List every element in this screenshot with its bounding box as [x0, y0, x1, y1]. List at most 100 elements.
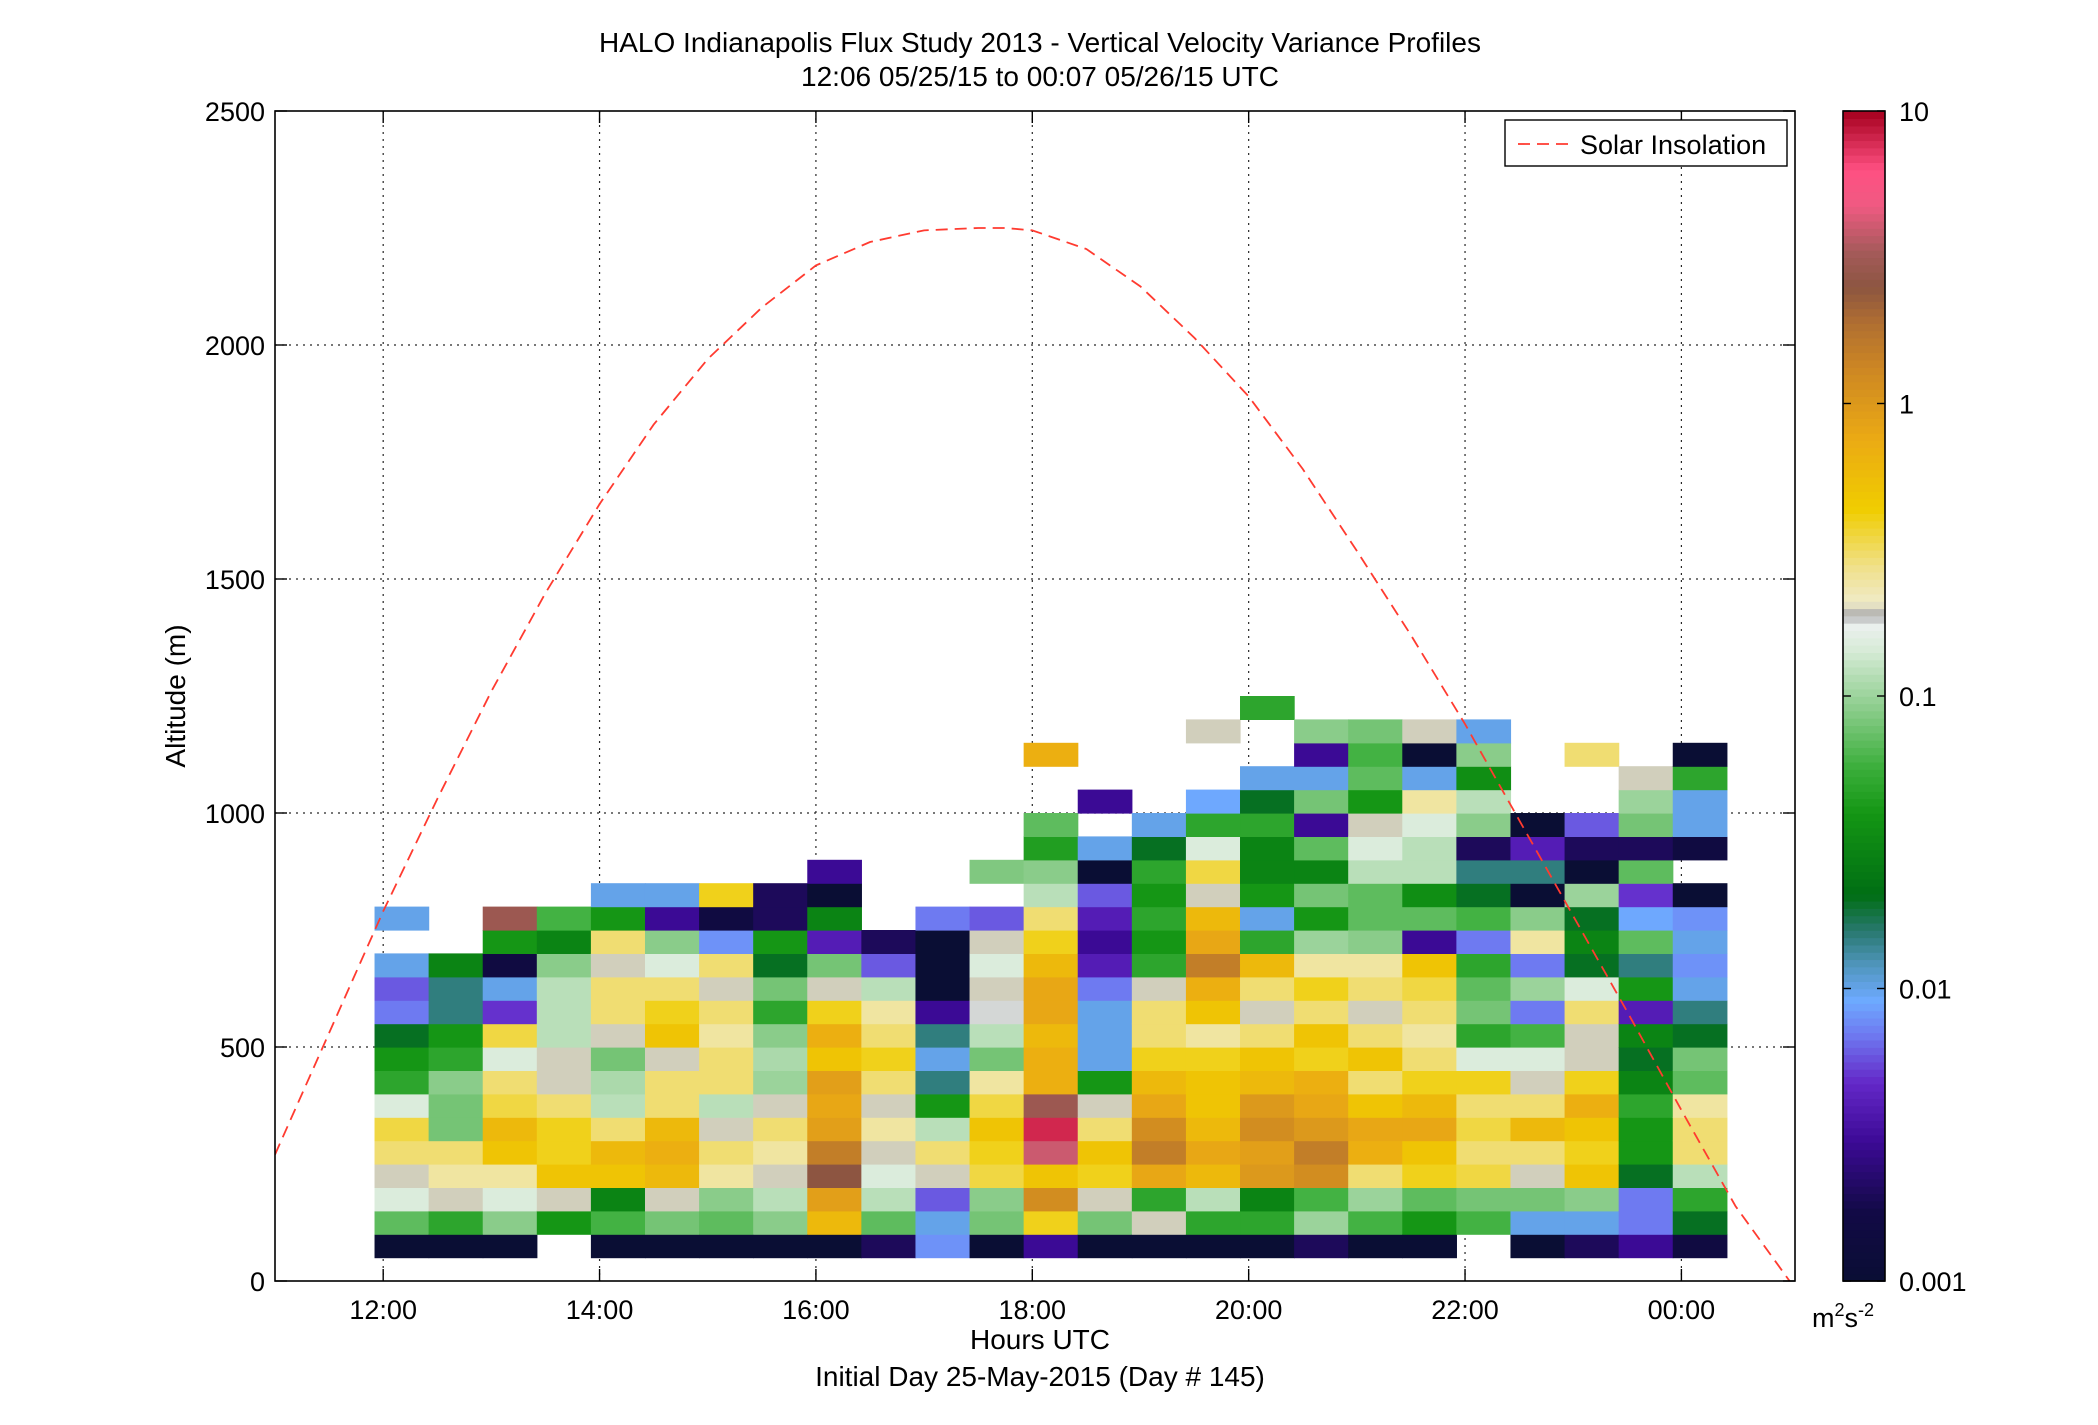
heatmap-cell: [590, 883, 646, 908]
heatmap-cell: [1672, 883, 1728, 908]
colorbar-strip: [1843, 286, 1885, 295]
colorbar-strip: [1843, 710, 1885, 719]
colorbar-strip: [1843, 652, 1885, 661]
heatmap-cell: [699, 1000, 754, 1025]
heatmap-cell: [1402, 930, 1457, 954]
heatmap-cell: [915, 976, 971, 1001]
heatmap-cell: [969, 1187, 1025, 1212]
heatmap-cell: [753, 906, 808, 931]
heatmap-cell: [807, 1117, 862, 1142]
heatmap-cell: [590, 1047, 646, 1071]
heatmap-cell: [699, 953, 754, 978]
heatmap-cell: [1402, 1210, 1457, 1235]
heatmap-cell: [590, 1093, 646, 1118]
colorbar-strip: [1843, 937, 1885, 946]
colorbar-strip: [1843, 900, 1885, 909]
heatmap-cell: [1456, 1047, 1512, 1071]
heatmap-cell: [536, 1164, 592, 1188]
x-tick-label: 22:00: [1431, 1295, 1499, 1325]
colorbar-strip: [1843, 1149, 1885, 1158]
colorbar-strip: [1843, 878, 1885, 887]
colorbar-strip: [1843, 154, 1885, 163]
colorbar-strip: [1843, 827, 1885, 836]
heatmap-cell: [1077, 1210, 1133, 1235]
colorbar-strip: [1843, 739, 1885, 748]
heatmap-cell: [1456, 836, 1512, 861]
heatmap-cell: [915, 906, 971, 931]
colorbar-strip: [1843, 242, 1885, 251]
heatmap-cell: [1618, 813, 1674, 837]
colorbar-strip: [1843, 1164, 1885, 1173]
heatmap-cell: [1294, 953, 1349, 978]
heatmap-cell: [1618, 789, 1674, 814]
heatmap-cell: [590, 1187, 646, 1212]
heatmap-cell: [536, 1187, 592, 1212]
heatmap-cell: [1240, 1164, 1295, 1188]
heatmap-cell: [1023, 1093, 1079, 1118]
heatmap-cell: [1456, 1023, 1512, 1048]
colorbar-strip: [1843, 798, 1885, 807]
heatmap-cell: [536, 930, 592, 954]
colorbar-strip: [1843, 1259, 1885, 1268]
colorbar-strip: [1843, 308, 1885, 317]
colorbar-strip: [1843, 293, 1885, 302]
heatmap-cell: [699, 976, 754, 1001]
heatmap-cell: [1348, 976, 1403, 1001]
heatmap-cell: [1672, 1140, 1728, 1165]
heatmap-cell: [1131, 1000, 1187, 1025]
heatmap-cell: [1402, 1187, 1457, 1212]
heatmap-cell: [1185, 1234, 1241, 1259]
heatmap-cell: [590, 1023, 646, 1048]
heatmap-cell: [1348, 1140, 1403, 1165]
heatmap-cell: [1294, 1047, 1349, 1071]
heatmap-cell: [1510, 1164, 1566, 1188]
heatmap-cell: [1185, 789, 1241, 814]
colorbar-strip: [1843, 498, 1885, 507]
heatmap-cell: [1185, 1047, 1241, 1071]
heatmap-cell: [1348, 953, 1403, 978]
heatmap-cell: [1131, 930, 1187, 954]
x-tick-label: 14:00: [566, 1295, 634, 1325]
colorbar-strip: [1843, 206, 1885, 215]
heatmap-cell: [1510, 953, 1566, 978]
heatmap-cell: [699, 1140, 754, 1165]
heatmap-cell: [1294, 1187, 1349, 1212]
heatmap-cell: [1294, 742, 1349, 767]
heatmap-cell: [1564, 906, 1620, 931]
heatmap-cell: [428, 1023, 484, 1048]
heatmap-cell: [482, 976, 538, 1001]
colorbar-strip: [1843, 608, 1885, 617]
heatmap-cell: [1294, 1070, 1349, 1095]
heatmap-cell: [644, 1093, 700, 1118]
y-tick-label: 2500: [205, 97, 265, 127]
colorbar-strip: [1843, 469, 1885, 478]
heatmap-cell: [374, 1164, 430, 1188]
heatmap-cell: [699, 1093, 754, 1118]
heatmap-cell: [753, 1093, 808, 1118]
heatmap-cell: [428, 953, 484, 978]
heatmap-cell: [1294, 859, 1349, 884]
heatmap-cell: [807, 1164, 862, 1188]
colorbar-strip: [1843, 864, 1885, 873]
colorbar-strip: [1843, 600, 1885, 610]
heatmap-cell: [590, 1140, 646, 1165]
colorbar-strip: [1843, 1076, 1885, 1085]
heatmap-cell: [861, 976, 917, 1001]
colorbar-strip: [1843, 337, 1885, 346]
heatmap-cell: [1672, 1210, 1728, 1235]
heatmap-cell: [1023, 1023, 1079, 1048]
heatmap-cell: [969, 1140, 1025, 1165]
heatmap-cell: [1456, 766, 1512, 791]
heatmap-cell: [590, 1117, 646, 1142]
colorbar-strip: [1843, 908, 1885, 917]
colorbar-strip: [1843, 834, 1885, 844]
heatmap-cell: [1564, 1234, 1620, 1259]
heatmap-cell: [1456, 883, 1512, 908]
colorbar-strip: [1843, 476, 1885, 485]
heatmap-cell: [1023, 1187, 1079, 1212]
heatmap-cell: [1077, 1093, 1133, 1118]
heatmap-cell: [807, 1187, 862, 1212]
heatmap-cell: [1131, 1117, 1187, 1142]
heatmap-cell: [482, 1047, 538, 1071]
heatmap-cell: [1348, 1210, 1403, 1235]
